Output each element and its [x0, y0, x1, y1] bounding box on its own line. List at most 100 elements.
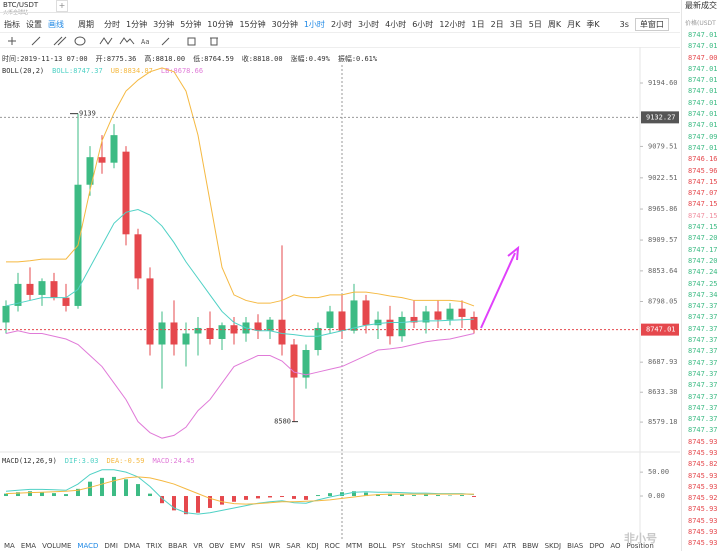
candle-body: [350, 300, 358, 331]
macd-bar: [52, 493, 56, 497]
indicator-tab[interactable]: KDJ: [306, 542, 319, 550]
indicator-tab[interactable]: SMI: [448, 542, 461, 550]
indicator-tab[interactable]: ATR: [502, 542, 517, 550]
macd-bar: [172, 496, 176, 511]
indicator-tab[interactable]: ROC: [324, 542, 340, 550]
macd-bar: [304, 496, 308, 500]
trade-price: 8745.93: [688, 471, 718, 480]
indicator-tab[interactable]: EMV: [229, 542, 246, 550]
period-button[interactable]: 周K: [547, 19, 562, 29]
period-button[interactable]: 1分钟: [126, 19, 148, 29]
period-button[interactable]: 5分钟: [180, 19, 202, 29]
legend-item: BOLL(20,2): [2, 67, 45, 75]
period-button[interactable]: 30分钟: [271, 19, 298, 29]
lock-tool[interactable]: [187, 37, 196, 46]
add-tab[interactable]: +: [56, 0, 68, 12]
macd-bar: [424, 494, 428, 497]
candle-body: [38, 281, 46, 295]
macd-bar: [316, 495, 320, 497]
macd-bar: [292, 496, 296, 499]
indicator-tab[interactable]: VR: [193, 542, 204, 550]
watermark: 非小号: [624, 532, 657, 545]
toolbar-button[interactable]: 画线: [48, 19, 64, 29]
drawing-toolbar: Aa: [0, 32, 680, 48]
indicator-tab[interactable]: WR: [268, 542, 281, 550]
indicator-tab[interactable]: AO: [610, 542, 621, 550]
candle-body: [386, 319, 394, 337]
candle-body: [338, 311, 346, 331]
indicator-tab[interactable]: EMA: [20, 542, 37, 550]
indicator-tab[interactable]: StochRSI: [411, 542, 443, 550]
macd-bar: [112, 476, 116, 497]
indicator-tab[interactable]: MFI: [484, 542, 497, 550]
period-button[interactable]: 1小时: [303, 19, 325, 29]
period-button[interactable]: 12小时: [439, 19, 466, 29]
period-button[interactable]: 6小时: [412, 19, 434, 29]
period-button[interactable]: 5日: [528, 19, 542, 29]
drawn-arrow: [480, 245, 520, 329]
period-button[interactable]: 分时: [104, 19, 120, 29]
wave-tool[interactable]: [99, 37, 113, 45]
indicator-tab[interactable]: BIAS: [567, 542, 584, 550]
info-item: 涨幅:0.49%: [290, 55, 330, 63]
candle-body: [14, 283, 22, 306]
refresh-rate[interactable]: 3s: [619, 19, 629, 29]
macd-bar: [232, 496, 236, 502]
period-button[interactable]: 1日: [471, 19, 485, 29]
candle-body: [182, 333, 190, 345]
period-button[interactable]: 2日: [490, 19, 504, 29]
macd-bar: [148, 493, 152, 497]
annotation: 9139: [79, 110, 96, 118]
y-tick-label: 8579.18: [648, 418, 678, 426]
pattern-tool[interactable]: [119, 37, 135, 45]
indicator-tab[interactable]: BBW: [522, 542, 539, 550]
trade-price: 8747.37: [688, 426, 718, 435]
period-button[interactable]: 10分钟: [207, 19, 234, 29]
ellipse-tool[interactable]: [74, 36, 86, 46]
indicator-tab[interactable]: VOLUME: [42, 542, 72, 550]
indicator-tab[interactable]: MTM: [345, 542, 363, 550]
period-button[interactable]: 4小时: [385, 19, 407, 29]
trade-price: 8745.93: [688, 448, 718, 457]
indicator-tab[interactable]: BBAR: [168, 542, 188, 550]
trade-price: 8747.20: [688, 234, 718, 243]
indicator-tab[interactable]: DMA: [123, 542, 141, 550]
indicator-tab[interactable]: SKDJ: [544, 542, 562, 550]
candle-body: [134, 234, 142, 279]
indicator-tab[interactable]: SAR: [286, 542, 301, 550]
crosshair-tool[interactable]: [8, 37, 16, 45]
parallel-tool[interactable]: [53, 36, 67, 46]
indicator-tab[interactable]: DPO: [589, 542, 605, 550]
period-button[interactable]: 月K: [567, 19, 581, 29]
indicator-tab[interactable]: OBV: [209, 542, 224, 550]
toolbar: 指标 设置 画线 周期 分时 1分钟 3分钟 5分钟 10分钟 15分钟 30分钟 1小时 2小时 3小时…: [0, 17, 669, 31]
indicator-tab[interactable]: DMI: [104, 542, 118, 550]
period-button[interactable]: 3分钟: [153, 19, 175, 29]
indicator-tab[interactable]: PSY: [392, 542, 406, 550]
y-tick-label: 9022.51: [648, 174, 678, 182]
text-tool[interactable]: Aa: [141, 38, 149, 46]
window-select[interactable]: 单窗口: [634, 17, 669, 31]
delete-tool[interactable]: [210, 37, 218, 46]
macd-bar: [244, 496, 248, 500]
indicator-tab[interactable]: Position: [626, 542, 654, 550]
indicator-tab[interactable]: MACD: [77, 542, 99, 550]
indicator-tab[interactable]: CCI: [466, 542, 479, 550]
indicator-tab[interactable]: TRIX: [146, 542, 163, 550]
toolbar-button[interactable]: 设置: [26, 19, 42, 29]
period-button[interactable]: 3日: [509, 19, 523, 29]
candle-body: [314, 327, 322, 351]
line-tool[interactable]: [31, 36, 41, 46]
period-button[interactable]: 2小时: [330, 19, 353, 29]
macd-bar: [472, 496, 476, 497]
indicator-tab[interactable]: BOLL: [368, 542, 387, 550]
period-button[interactable]: 季K: [586, 19, 600, 29]
indicator-tab[interactable]: MA: [4, 542, 15, 550]
toolbar-button[interactable]: 指标: [4, 19, 20, 29]
candle-body: [266, 319, 274, 331]
period-button[interactable]: 15分钟: [239, 19, 266, 29]
period-button[interactable]: 3小时: [358, 19, 380, 29]
indicator-tab[interactable]: RSI: [251, 542, 263, 550]
brush-tool[interactable]: [161, 37, 170, 46]
crosshair-price: 9132.27: [646, 113, 676, 121]
